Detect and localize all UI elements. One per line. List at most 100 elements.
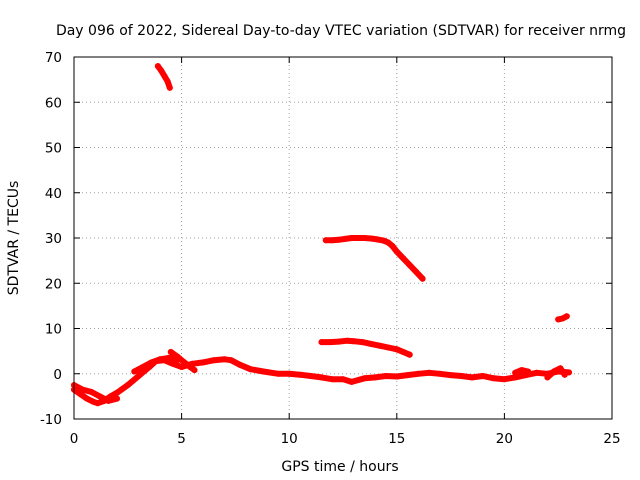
data-point <box>426 369 433 376</box>
data-point <box>174 353 181 360</box>
data-point <box>393 373 400 380</box>
x-tick-label: 25 <box>603 431 620 447</box>
data-point <box>83 395 90 402</box>
data-point <box>393 346 400 353</box>
data-point <box>447 372 454 379</box>
data-point <box>210 357 217 364</box>
data-point <box>350 338 357 345</box>
data-point <box>512 374 519 381</box>
data-point <box>114 389 120 396</box>
data-point <box>361 375 368 382</box>
x-tick-label: 0 <box>70 431 79 447</box>
axis-ticks: 0 5 10 15 20 25 -10 0 10 20 30 40 50 60 70 <box>40 50 621 447</box>
y-tick-label: 60 <box>45 95 62 111</box>
data-point <box>415 370 422 377</box>
data-point <box>167 349 174 355</box>
data-point <box>413 268 420 275</box>
data-point <box>400 255 407 262</box>
data-point <box>275 370 282 377</box>
y-tick-label: 40 <box>45 186 62 202</box>
data-point <box>469 374 476 381</box>
data-point <box>385 239 392 246</box>
data-point <box>361 235 368 241</box>
data-point <box>490 375 497 382</box>
data-point <box>563 313 570 320</box>
data-point <box>436 370 443 377</box>
data-point <box>406 262 413 269</box>
y-tick-label: 10 <box>45 322 62 338</box>
data-point <box>77 391 84 398</box>
data-point <box>406 351 413 358</box>
data-point <box>228 357 235 364</box>
data-point <box>247 366 254 373</box>
series-track-10 <box>544 365 568 381</box>
data-point <box>187 364 194 370</box>
x-tick-label: 20 <box>496 431 513 447</box>
data-point <box>94 400 101 407</box>
data-point <box>286 370 293 377</box>
data-point <box>221 356 228 363</box>
data-point <box>135 373 142 379</box>
data-point <box>329 237 336 244</box>
data-point <box>385 344 392 351</box>
data-point <box>154 63 161 70</box>
y-tick-label: 20 <box>45 276 62 292</box>
data-point <box>335 338 342 345</box>
data-point <box>297 371 303 378</box>
data-point <box>200 359 207 366</box>
series-track-6 <box>322 235 426 282</box>
data-point <box>180 359 187 365</box>
data-point <box>178 364 185 370</box>
data-point <box>105 397 112 404</box>
data-point <box>368 235 374 242</box>
series-line <box>322 235 426 282</box>
data-point <box>501 376 508 383</box>
data-point <box>419 275 426 282</box>
x-tick-label: 15 <box>388 431 405 447</box>
data-point <box>166 84 173 91</box>
data-point <box>404 372 411 379</box>
data-point <box>335 236 342 243</box>
data-point <box>322 237 329 244</box>
data-point <box>458 373 465 379</box>
chart-title: Day 096 of 2022, Sidereal Day-to-day VTE… <box>56 23 626 39</box>
data-point <box>340 376 346 383</box>
series-track-1 <box>71 356 572 407</box>
x-tick-label: 10 <box>281 431 298 447</box>
data-point <box>372 374 379 381</box>
x-axis-title: GPS time / hours <box>281 459 398 475</box>
data-point <box>165 354 172 361</box>
data-point <box>376 342 383 349</box>
series-track-5 <box>167 349 198 374</box>
x-tick-label: 5 <box>177 431 186 447</box>
data-point <box>342 235 349 242</box>
data-point <box>329 376 336 383</box>
series-track-2 <box>71 382 120 404</box>
data-point <box>359 339 366 346</box>
data-point <box>327 339 334 346</box>
data-point <box>348 235 355 241</box>
data-point <box>191 367 198 374</box>
data-point <box>557 365 564 372</box>
data-point <box>561 371 568 378</box>
data-point <box>79 386 86 393</box>
data-point <box>355 235 362 241</box>
data-point <box>518 367 525 374</box>
series-track-7 <box>318 337 413 358</box>
data-point <box>368 340 374 347</box>
data-point <box>479 373 486 379</box>
data-point <box>260 368 267 375</box>
data-point <box>344 337 351 344</box>
series-track-8 <box>512 367 532 376</box>
data-point <box>318 339 325 346</box>
data-point <box>114 395 120 402</box>
data-point <box>512 369 519 376</box>
y-tick-label: 70 <box>45 50 62 66</box>
data-point <box>400 349 407 355</box>
data-point <box>148 359 155 366</box>
data-point <box>161 73 168 79</box>
y-tick-label: -10 <box>40 412 62 428</box>
y-tick-label: 30 <box>45 231 62 247</box>
data-point <box>96 393 103 400</box>
data-point <box>383 373 389 379</box>
